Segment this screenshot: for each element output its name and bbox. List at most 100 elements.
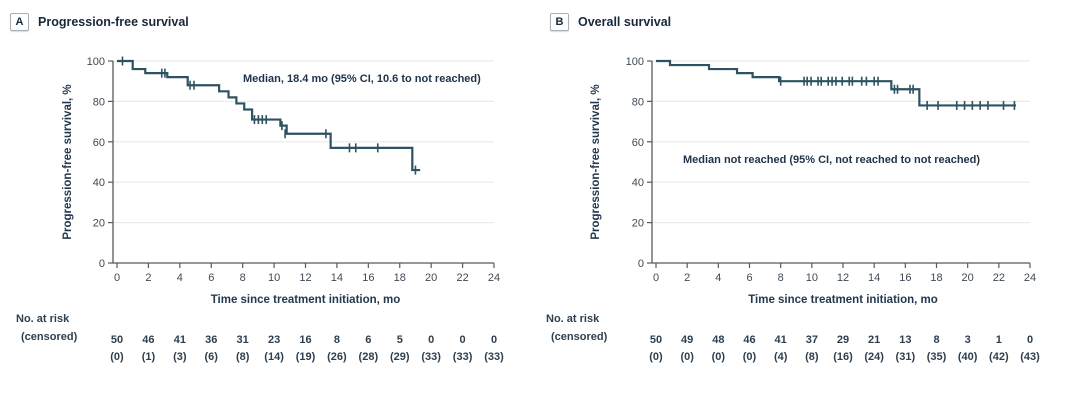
x-tick-label: 24 [1024,272,1036,284]
panel-title: Progression-free survival [38,15,189,29]
y-tick-label: 0 [638,258,644,270]
at-risk-value: 0 [1027,334,1033,346]
at-risk-value: 21 [868,334,880,346]
x-tick-label: 12 [299,272,311,284]
x-tick-label: 0 [653,272,659,284]
x-tick-label: 12 [837,272,849,284]
x-tick-label: 8 [778,272,784,284]
at-risk-value: 5 [397,334,403,346]
x-tick-label: 20 [425,272,437,284]
x-tick-label: 6 [208,272,214,284]
at-risk-value: 48 [712,334,724,346]
panel-letter-box: A [10,13,29,31]
y-tick-label: 100 [87,56,105,68]
censored-value: (0) [712,351,726,363]
x-tick-label: 2 [145,272,151,284]
censored-value: (3) [173,351,187,363]
censored-value: (43) [1020,351,1040,363]
x-axis-label: Time since treatment initiation, mo [748,294,938,306]
km-curve [656,59,1016,107]
censored-value: (0) [680,351,694,363]
at-risk-value: 13 [899,334,911,346]
at-risk-value: 0 [428,334,434,346]
y-tick-label: 80 [632,96,644,108]
at-risk-value: 31 [237,334,249,346]
at-risk-value: 37 [806,334,818,346]
x-tick-label: 10 [268,272,280,284]
at-risk-value: 46 [142,334,154,346]
censored-value: (31) [896,351,916,363]
x-tick-label: 6 [746,272,752,284]
censored-label: (censored) [551,331,608,343]
y-tick-label: 60 [632,137,644,149]
km-curve [117,59,421,172]
at-risk-value: 36 [205,334,217,346]
at-risk-value: 0 [491,334,497,346]
panel-letter-box: B [550,13,569,31]
x-axis-label: Time since treatment initiation, mo [210,294,401,306]
censored-value: (0) [743,351,757,363]
censored-value: (6) [205,351,219,363]
censored-value: (0) [649,351,663,363]
x-tick-label: 18 [930,272,942,284]
at-risk-value: 8 [933,334,939,346]
x-tick-label: 16 [899,272,911,284]
censored-value: (33) [484,351,504,363]
x-tick-label: 18 [394,272,406,284]
censored-value: (33) [453,351,473,363]
x-tick-label: 16 [362,272,374,284]
at-risk-value: 6 [365,334,371,346]
at-risk-value: 50 [111,334,123,346]
panel-progression-free-survival: A Progression-free survival Progression-… [10,13,504,363]
x-tick-label: 0 [114,272,120,284]
censored-value: (8) [805,351,819,363]
y-tick-label: 40 [93,177,105,189]
panel-header: B Overall survival [550,13,671,31]
y-tick-label: 20 [632,218,644,230]
x-tick-label: 14 [868,272,880,284]
at-risk-value: 50 [650,334,662,346]
y-tick-label: 100 [626,56,644,68]
censored-value: (0) [110,351,124,363]
at-risk-value: 8 [334,334,340,346]
x-tick-label: 14 [331,272,343,284]
censored-value: (26) [327,351,347,363]
median-annotation: Median not reached (95% CI, not reached … [683,154,981,166]
censored-value: (24) [864,351,884,363]
at-risk-value: 49 [681,334,693,346]
censored-value: (1) [142,351,156,363]
panel-header: A Progression-free survival [10,13,189,31]
censored-value: (42) [989,351,1009,363]
at-risk-value: 0 [460,334,466,346]
censored-value: (33) [421,351,441,363]
at-risk-value: 3 [965,334,971,346]
at-risk-value: 41 [174,334,186,346]
no-at-risk-label: No. at risk [16,313,70,325]
x-tick-label: 4 [177,272,183,284]
at-risk-value: 16 [299,334,311,346]
at-risk-value: 23 [268,334,280,346]
y-tick-label: 20 [93,218,105,230]
x-tick-label: 22 [456,272,468,284]
x-tick-label: 4 [715,272,721,284]
y-tick-label: 40 [632,177,644,189]
panel-title: Overall survival [578,15,672,29]
censored-value: (40) [958,351,978,363]
censored-value: (19) [296,351,316,363]
x-tick-label: 24 [488,272,500,284]
y-tick-label: 0 [99,258,105,270]
panel-overall-survival: B Overall survival Progression-free surv… [540,0,1080,400]
no-at-risk-label: No. at risk [546,313,600,325]
censored-value: (28) [359,351,379,363]
censored-value: (29) [390,351,410,363]
censored-value: (8) [236,351,250,363]
at-risk-value: 29 [837,334,849,346]
censored-value: (16) [833,351,853,363]
median-annotation: Median, 18.4 mo (95% CI, 10.6 to not rea… [243,73,481,85]
x-tick-label: 2 [684,272,690,284]
censored-value: (35) [927,351,947,363]
at-risk-value: 46 [743,334,755,346]
